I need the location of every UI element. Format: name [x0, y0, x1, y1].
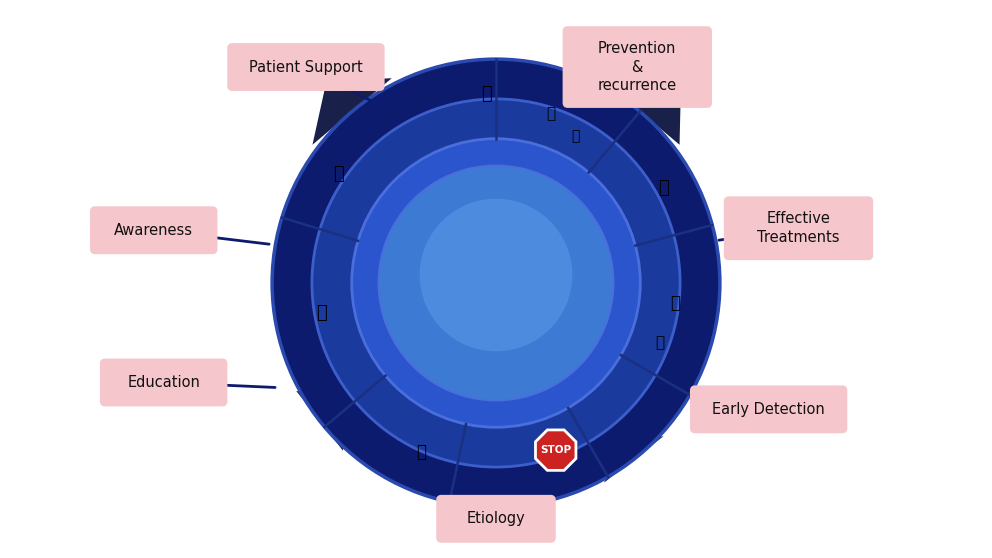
Text: Effective
Treatments: Effective Treatments [757, 211, 840, 245]
FancyBboxPatch shape [563, 27, 711, 107]
Text: Prevention
&
recurrence: Prevention & recurrence [598, 41, 677, 93]
Polygon shape [297, 391, 351, 451]
Text: 🧬: 🧬 [481, 85, 491, 103]
Text: Early Detection: Early Detection [712, 402, 825, 417]
Circle shape [420, 199, 572, 352]
FancyBboxPatch shape [691, 387, 846, 432]
Text: 👥: 👥 [316, 304, 327, 322]
Circle shape [272, 59, 720, 507]
Polygon shape [600, 62, 682, 145]
Text: Etiology: Etiology [466, 511, 526, 526]
Text: Awareness: Awareness [114, 223, 193, 238]
Text: 💊: 💊 [656, 335, 665, 350]
Text: STOP: STOP [540, 445, 571, 455]
Text: 🛑: 🛑 [550, 448, 561, 466]
Text: 🔬: 🔬 [658, 180, 669, 198]
Polygon shape [536, 430, 576, 470]
Text: 💉: 💉 [671, 294, 681, 312]
Circle shape [379, 166, 613, 401]
FancyBboxPatch shape [437, 496, 555, 542]
Circle shape [311, 99, 681, 467]
Text: 🦠: 🦠 [547, 107, 556, 121]
Polygon shape [604, 436, 664, 483]
Circle shape [352, 139, 640, 427]
Text: 💉: 💉 [571, 129, 579, 143]
FancyBboxPatch shape [91, 208, 216, 253]
FancyBboxPatch shape [101, 359, 226, 405]
FancyBboxPatch shape [725, 198, 872, 259]
Text: Education: Education [127, 375, 200, 390]
FancyBboxPatch shape [228, 44, 384, 90]
Text: 🫶: 🫶 [417, 443, 427, 461]
Polygon shape [312, 78, 392, 145]
Text: 📙: 📙 [333, 165, 344, 182]
Text: Patient Support: Patient Support [249, 60, 363, 75]
